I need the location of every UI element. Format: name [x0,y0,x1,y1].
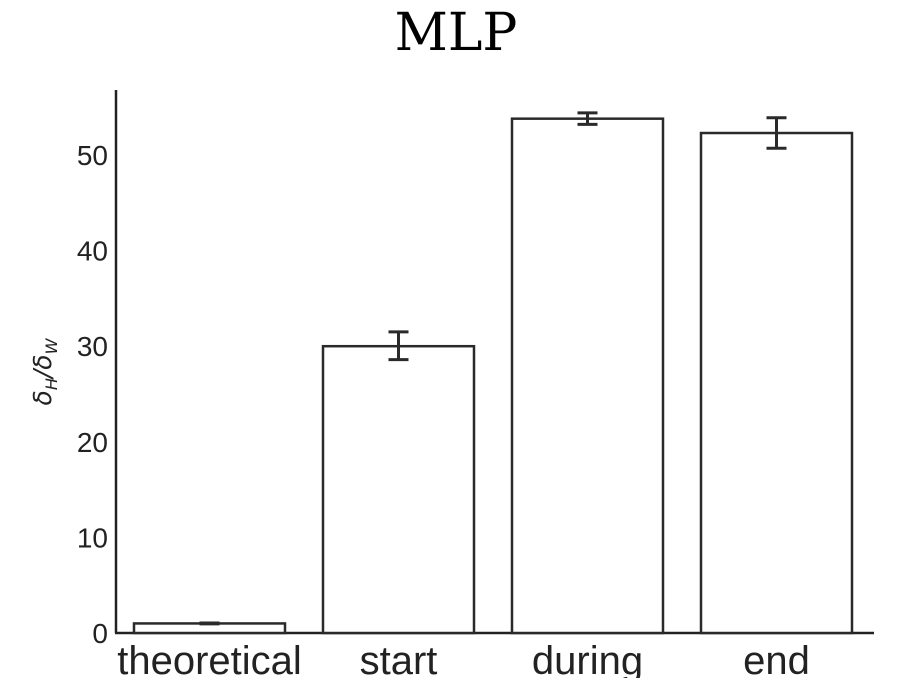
bar-end [699,131,854,635]
error-bar-start [388,330,409,362]
error-bars [199,111,787,626]
y-axis-label-sub2: W [42,337,61,354]
y-tick-label: 40 [77,236,108,267]
y-tick-labels: 0 10 20 30 40 50 [77,140,108,649]
y-tick-label: 10 [77,522,108,553]
error-bar-theoretical [199,621,220,626]
y-tick-label: 30 [77,331,108,362]
y-axis-label-base2: δ [28,354,57,369]
y-axis-label: δH/δW [28,337,61,405]
x-tick-label-theoretical: theoretical [117,639,302,678]
x-tick-label-during: during [532,639,643,678]
y-axis-label-base1: δ [28,390,57,405]
chart-title: MLP [395,3,518,63]
y-tick-label: 0 [92,618,108,649]
bar-during [510,117,665,635]
x-tick-label-end: end [743,639,810,678]
error-bar-end [766,116,787,150]
error-bar-during [577,111,598,126]
y-tick-label: 50 [77,140,108,171]
bar-start [321,344,476,635]
y-axis-label-sub1: H [42,378,61,390]
y-axis-label-slash: / [28,367,57,380]
x-tick-label-start: start [360,639,438,678]
y-tick-label: 20 [77,427,108,458]
x-tick-labels: theoretical start during end [117,639,810,678]
bars [132,117,854,635]
